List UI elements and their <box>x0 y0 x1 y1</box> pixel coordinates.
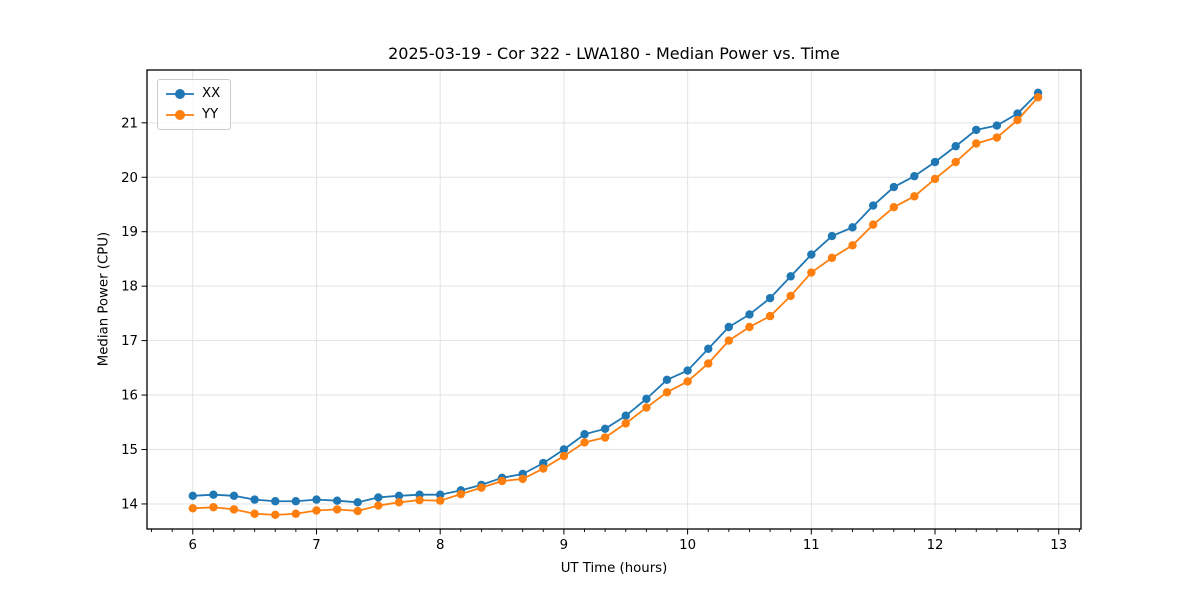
svg-text:17: 17 <box>121 334 138 349</box>
legend-item-xx: XX <box>165 85 220 103</box>
legend-label-yy: YY <box>202 107 219 122</box>
legend-label-xx: XX <box>202 86 221 101</box>
chart-title: 2025-03-19 - Cor 322 - LWA180 - Median P… <box>388 44 840 63</box>
svg-text:9: 9 <box>560 538 568 553</box>
legend-line-marker-icon <box>166 110 194 120</box>
svg-text:13: 13 <box>1050 538 1067 553</box>
svg-text:18: 18 <box>121 280 138 295</box>
legend-item-yy: YY <box>165 106 220 124</box>
svg-text:16: 16 <box>121 389 138 404</box>
svg-text:11: 11 <box>803 538 820 553</box>
svg-text:10: 10 <box>679 538 696 553</box>
svg-text:12: 12 <box>927 538 944 553</box>
svg-text:8: 8 <box>436 538 444 553</box>
svg-text:14: 14 <box>121 497 138 512</box>
x-axis-label: UT Time (hours) <box>560 561 668 576</box>
legend: XX YY <box>157 79 232 130</box>
y-axis-label: Median Power (CPU) <box>96 231 112 367</box>
svg-text:20: 20 <box>121 171 138 186</box>
svg-text:6: 6 <box>189 538 197 553</box>
svg-text:15: 15 <box>121 443 138 458</box>
svg-text:7: 7 <box>312 538 320 553</box>
svg-text:21: 21 <box>121 116 138 131</box>
legend-line-marker-icon <box>166 89 194 99</box>
svg-text:19: 19 <box>121 225 138 240</box>
